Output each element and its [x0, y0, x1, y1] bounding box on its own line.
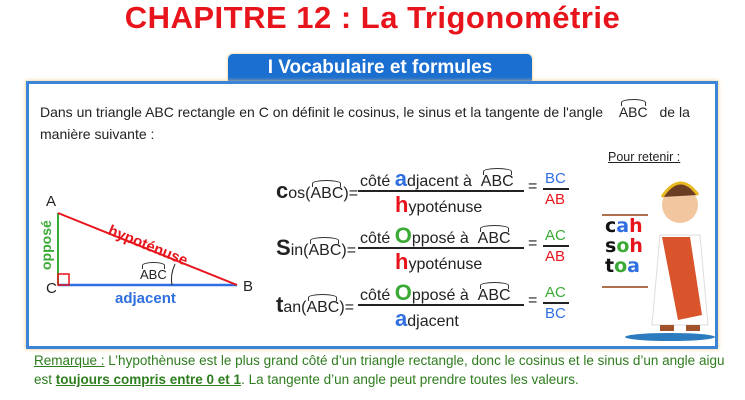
- mnemonic-row: cah: [605, 216, 643, 236]
- mnemonic-heading: Pour retenir :: [608, 150, 681, 164]
- mnemonic-letter: a: [616, 215, 630, 237]
- intro-text-end: de la: [659, 104, 690, 120]
- result-numerator: AC: [545, 284, 566, 301]
- equals-sign: =: [528, 292, 538, 309]
- label-oppose: opposé: [38, 220, 54, 270]
- mnemonic-letter: s: [605, 235, 617, 257]
- mnemonic-letter: h: [629, 235, 643, 257]
- mnemonic-row: soh: [605, 236, 643, 256]
- section-tab: I Vocabulaire et formules: [228, 54, 532, 81]
- right-triangle-diagram: [57, 212, 238, 287]
- result-fraction-line: [543, 188, 569, 190]
- label-adjacent: adjacent: [115, 290, 176, 307]
- vertex-b: B: [243, 278, 254, 295]
- formula-function: cos(ABC)=: [276, 178, 359, 203]
- remark-text-2: . La tangente d’un angle peut prendre to…: [241, 372, 579, 387]
- mnemonic-letter: c: [605, 215, 617, 237]
- result-denominator: BC: [545, 305, 566, 322]
- remark-text-1: L’hypothènuse est le plus grand côté d’u…: [34, 353, 725, 387]
- equals-sign: =: [528, 178, 538, 195]
- result-numerator: AC: [545, 227, 566, 244]
- remark-bold: toujours compris entre 0 et 1: [55, 372, 242, 387]
- mnemonic-letter: t: [605, 255, 615, 277]
- intro-text: Dans un triangle ABC rectangle en C on d…: [40, 104, 604, 120]
- side-hypotenuse: [57, 212, 238, 286]
- right-angle-mark: [57, 273, 70, 286]
- formula-numerator: côté Opposé à ABC: [360, 223, 511, 248]
- mnemonic-letter: a: [627, 255, 640, 277]
- angle-arc: [170, 263, 176, 286]
- intro-line-1: Dans un triangle ABC rectangle en C on d…: [40, 99, 690, 120]
- vertex-a: A: [46, 193, 57, 210]
- cah-soh-toa-mnemonic: cah soh toa: [605, 216, 643, 276]
- formula-function: tan(ABC)=: [276, 292, 355, 317]
- formula-numerator: côté Opposé à ABC: [360, 280, 511, 305]
- formula-denominator: adjacent: [395, 306, 459, 331]
- formula-denominator: hypoténuse: [395, 192, 483, 217]
- mnemonic-row: toa: [605, 256, 643, 276]
- formula-numerator: côté adjacent à ABC: [360, 166, 514, 191]
- mnemonic-letter: o: [616, 235, 630, 257]
- label-angle: ABC: [140, 262, 167, 282]
- result-numerator: BC: [545, 170, 566, 187]
- result-denominator: AB: [545, 248, 566, 265]
- page-title: CHAPITRE 12 : La Trigonométrie: [124, 0, 621, 35]
- fraction-line: [358, 190, 524, 192]
- vertex-c: C: [46, 280, 57, 297]
- remark-label: Remarque :: [34, 353, 105, 368]
- angle-abc: ABC: [618, 99, 648, 120]
- formula-denominator: hypoténuse: [395, 249, 483, 274]
- formula-function: Sin(ABC)=: [276, 235, 357, 260]
- intro-line-2: manière suivante :: [40, 126, 155, 142]
- equals-sign: =: [528, 235, 538, 252]
- result-fraction-line: [543, 245, 569, 247]
- result-fraction-line: [543, 302, 569, 304]
- fraction-line: [358, 304, 524, 306]
- result-denominator: AB: [545, 191, 566, 208]
- mnemonic-letter: h: [629, 215, 643, 237]
- roman-character-illustration: [602, 181, 715, 341]
- fraction-line: [358, 247, 524, 249]
- remark: Remarque : L’hypothènuse est le plus gra…: [34, 351, 734, 389]
- mnemonic-letter: o: [614, 255, 628, 277]
